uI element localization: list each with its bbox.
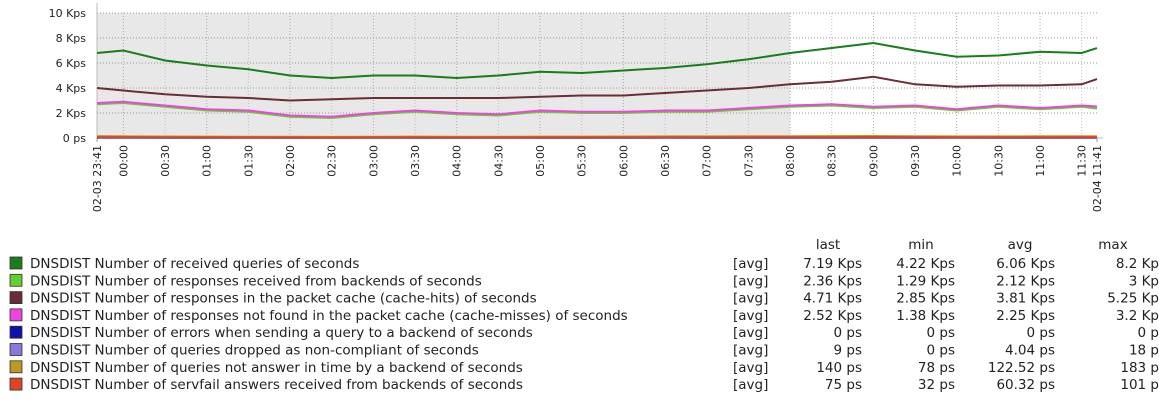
- legend-header: avg: [1008, 237, 1033, 253]
- x-tick-label: 11:00: [1034, 145, 1047, 177]
- x-tick-label: 08:00: [784, 145, 797, 177]
- legend-func: [avg]: [733, 325, 768, 341]
- x-tick-label: 02-03 23:41: [91, 145, 104, 212]
- y-tick-label: 2 Kps: [56, 107, 87, 120]
- legend-name: DNSDIST Number of responses not found in…: [30, 308, 628, 324]
- series-line: [97, 135, 1097, 139]
- x-tick-label: 02:30: [326, 145, 339, 177]
- legend-name: DNSDIST Number of received queries of se…: [30, 256, 359, 272]
- legend-min: 32 ps: [918, 377, 955, 393]
- legend-func: [avg]: [733, 377, 768, 393]
- legend-func: [avg]: [733, 308, 768, 324]
- legend-avg: 3.81 Kps: [996, 291, 1055, 307]
- legend-header: last: [816, 237, 840, 253]
- legend-min: 78 ps: [918, 360, 955, 376]
- legend-swatch: [9, 343, 23, 356]
- legend-name: DNSDIST Number of servfail answers recei…: [30, 377, 523, 393]
- legend-max: 18 p: [1129, 343, 1159, 359]
- legend-last: 9 ps: [834, 343, 862, 359]
- legend-avg: 60.32 ps: [996, 377, 1055, 393]
- legend-func: [avg]: [733, 291, 768, 307]
- legend-func: [avg]: [733, 256, 768, 272]
- legend-max: 183 p: [1120, 360, 1159, 376]
- legend-func: [avg]: [733, 360, 768, 376]
- legend-last: 140 ps: [816, 360, 862, 376]
- legend-last: 0 ps: [834, 325, 862, 341]
- legend-name: DNSDIST Number of responses received fro…: [30, 273, 482, 289]
- x-tick-label: 08:30: [826, 145, 839, 177]
- legend-swatch: [9, 308, 23, 322]
- legend-name: DNSDIST Number of responses in the packe…: [30, 291, 537, 307]
- x-tick-label: 02:00: [284, 145, 297, 177]
- y-tick-label: 4 Kps: [56, 82, 87, 95]
- x-tick-label: 04:30: [492, 145, 505, 177]
- legend-swatch: [9, 291, 23, 305]
- legend-swatch: [9, 360, 23, 374]
- legend-swatch: [9, 325, 23, 339]
- y-tick-label: 0 ps: [63, 132, 86, 145]
- x-tick-label: 09:00: [867, 145, 880, 177]
- legend-avg: 2.25 Kps: [996, 308, 1055, 324]
- legend-avg: 122.52 ps: [988, 360, 1055, 376]
- legend-max: 5.25 Kp: [1107, 291, 1159, 307]
- legend-avg: 0 ps: [1027, 325, 1055, 341]
- legend-min: 1.29 Kps: [896, 273, 955, 289]
- y-tick-label: 8 Kps: [56, 32, 87, 45]
- x-tick-label: 10:30: [992, 145, 1005, 177]
- series-line: [96, 41, 1098, 80]
- series-line: [96, 100, 1098, 118]
- legend-max: 3.2 Kp: [1116, 308, 1159, 324]
- legend-swatch: [9, 377, 23, 391]
- x-tick-label: 07:00: [701, 145, 714, 177]
- shaded-period: [97, 13, 791, 138]
- x-tick-label: 01:00: [201, 145, 214, 177]
- legend-name: DNSDIST Number of queries dropped as non…: [30, 343, 479, 359]
- legend-max: 101 p: [1120, 377, 1159, 393]
- x-tick-label: 00:00: [117, 145, 130, 177]
- x-tick-label: 07:30: [742, 145, 755, 177]
- legend-header: min: [908, 237, 933, 253]
- legend-min: 0 ps: [927, 343, 955, 359]
- legend-max: 8.2 Kp: [1116, 256, 1159, 272]
- y-tick-label: 10 Kps: [49, 7, 87, 20]
- x-tick-label: 11:30: [1076, 145, 1089, 177]
- x-tick-label: 09:30: [909, 145, 922, 177]
- x-tick-label: 03:00: [367, 145, 380, 177]
- series-line: [96, 101, 1098, 120]
- y-tick-label: 6 Kps: [56, 57, 87, 70]
- x-tick-label: 05:30: [576, 145, 589, 177]
- legend-min: 1.38 Kps: [896, 308, 955, 324]
- legend-last: 75 ps: [825, 377, 862, 393]
- legend-max: 3 Kp: [1129, 273, 1159, 289]
- legend-swatch: [9, 273, 23, 287]
- x-tick-label: 03:30: [409, 145, 422, 177]
- x-tick-label: 06:00: [617, 145, 630, 177]
- series-line: [96, 75, 1098, 102]
- legend-func: [avg]: [733, 273, 768, 289]
- x-tick-label: 10:00: [951, 145, 964, 177]
- legend-min: 4.22 Kps: [896, 256, 955, 272]
- x-tick-label: 00:30: [159, 145, 172, 177]
- legend-last: 7.19 Kps: [803, 256, 862, 272]
- x-tick-label: 02-04 11:41: [1091, 145, 1104, 212]
- legend-func: [avg]: [733, 343, 768, 359]
- legend-last: 2.36 Kps: [803, 273, 862, 289]
- legend-name: DNSDIST Number of errors when sending a …: [30, 325, 533, 341]
- legend-avg: 4.04 ps: [1005, 343, 1055, 359]
- legend-min: 0 ps: [927, 325, 955, 341]
- legend-max: 0 p: [1138, 325, 1159, 341]
- x-tick-label: 06:30: [659, 145, 672, 177]
- legend-name: DNSDIST Number of queries not answer in …: [30, 360, 523, 376]
- legend-min: 2.85 Kps: [896, 291, 955, 307]
- legend-header: max: [1098, 237, 1127, 253]
- legend-last: 2.52 Kps: [803, 308, 862, 324]
- legend-avg: 2.12 Kps: [996, 273, 1055, 289]
- x-tick-label: 05:00: [534, 145, 547, 177]
- legend-last: 4.71 Kps: [803, 291, 862, 307]
- legend-swatch: [9, 256, 23, 270]
- x-tick-label: 04:00: [451, 145, 464, 177]
- legend-avg: 6.06 Kps: [996, 256, 1055, 272]
- x-tick-label: 01:30: [242, 145, 255, 177]
